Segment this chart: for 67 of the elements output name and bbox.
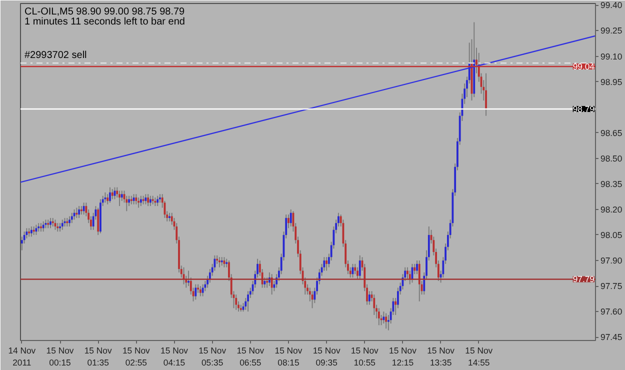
- candlestick: [373, 294, 376, 316]
- candlestick: [138, 197, 140, 208]
- candlestick: [378, 308, 380, 326]
- candlestick: [118, 190, 120, 207]
- y-tick-label: 98.35: [600, 178, 622, 189]
- x-tick-label: 15 Nov 04:15: [160, 346, 189, 368]
- candlestick: [78, 206, 80, 218]
- x-tick-label: 15 Nov 12:15: [389, 346, 418, 368]
- x-tick-label: 15 Nov 00:15: [46, 346, 74, 368]
- y-tick-label: 99.40: [600, 0, 622, 10]
- x-tick-label: 15 Nov 08:15: [274, 346, 303, 368]
- candlestick: [128, 195, 130, 207]
- y-tick-label: 97.75: [600, 281, 622, 292]
- candlestick: [204, 280, 206, 292]
- x-tick-label: 14 Nov 2011: [8, 346, 36, 368]
- candlestick: [354, 263, 356, 275]
- candlestick: [144, 194, 147, 205]
- candlestick: [218, 256, 220, 268]
- candlestick: [42, 220, 44, 232]
- x-tick-label: 15 Nov 13:35: [427, 346, 456, 368]
- ref-line-label: 99.04: [572, 61, 595, 72]
- y-tick-label: 98.95: [600, 76, 622, 87]
- y-tick-label: 99.25: [600, 26, 622, 36]
- y-tick-label: 98.20: [600, 204, 622, 214]
- candlestick: [358, 254, 361, 280]
- y-tick-label: 98.05: [600, 230, 622, 240]
- candlestick: [485, 72, 487, 116]
- y-tick-label: 98.65: [600, 128, 622, 138]
- candlestick: [140, 195, 142, 207]
- ref-line-label: 97.79: [572, 274, 595, 284]
- ref-line-label: #2993702 sell: [24, 50, 87, 62]
- candlestick: [247, 290, 249, 312]
- x-tick-label: 15 Nov 10:55: [350, 346, 380, 368]
- candlestick: [235, 294, 238, 310]
- candlestick: [70, 212, 73, 224]
- y-tick-label: 97.60: [600, 306, 622, 317]
- candlestick: [61, 219, 64, 230]
- candlestick: [109, 186, 111, 204]
- x-tick-label: 15 Nov 09:35: [312, 346, 341, 368]
- x-tick-label: 15 Nov 05:35: [198, 346, 227, 368]
- y-tick-label: 97.45: [600, 332, 622, 342]
- candlestick: [156, 195, 159, 207]
- candlestick: [50, 217, 52, 229]
- y-tick-label: 98.50: [600, 153, 622, 164]
- y-tick-label: 97.90: [600, 256, 622, 266]
- candlestick: [147, 194, 150, 207]
- candlestick: [82, 202, 85, 216]
- candlestick: [199, 286, 202, 297]
- y-tick-label: 99.10: [600, 51, 622, 62]
- candlestick: [418, 260, 420, 302]
- text: 1 minutes 11 seconds left to bar end: [24, 16, 185, 28]
- x-tick-label: 15 Nov 14:55: [465, 346, 494, 368]
- candlestick: [68, 216, 70, 227]
- candlestick: [385, 312, 388, 330]
- candlestick: [30, 226, 32, 238]
- x-tick-label: 15 Nov 02:55: [122, 346, 151, 368]
- chart-title: CL-OIL,M5 98.90 99.00 98.75 98.79: [24, 6, 186, 18]
- candlestick: [111, 188, 114, 200]
- candlestick: [194, 284, 197, 300]
- candlestick: [149, 195, 152, 207]
- candlestick: [135, 194, 138, 205]
- candlestick: [202, 284, 204, 297]
- candlestick: [326, 256, 328, 272]
- x-tick-label: 15 Nov 06:55: [236, 346, 265, 368]
- x-tick-label: 15 Nov 01:35: [84, 346, 112, 368]
- ref-line-label: 98.79: [572, 104, 595, 114]
- candlestick: [76, 207, 78, 218]
